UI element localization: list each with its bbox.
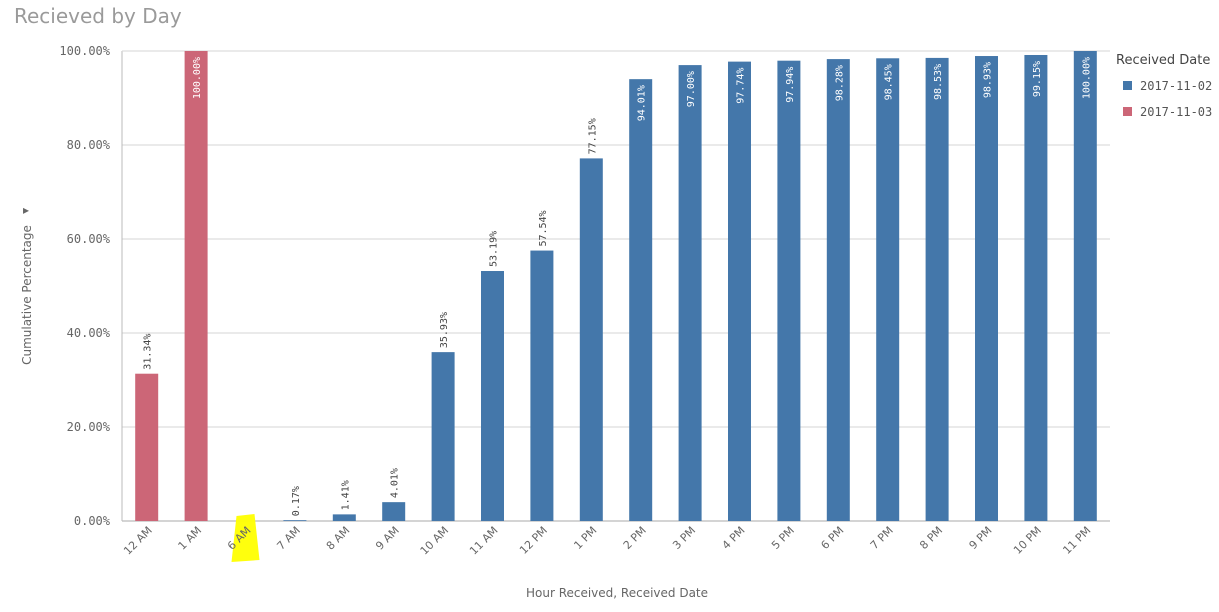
bar[interactable] (975, 56, 998, 522)
x-tick-label: 7 AM (274, 524, 303, 553)
axis-titles: Cumulative Percentage ▸ Hour Received, R… (20, 203, 708, 600)
legend-swatch (1123, 81, 1132, 90)
y-axis-ticks: 0.00% 20.00% 40.00% 60.00% 80.00% 100.00% (59, 44, 110, 528)
data-label: 0.17% (291, 486, 302, 516)
data-label: 98.45% (884, 64, 895, 100)
y-axis-sort-arrow-icon[interactable]: ▸ (23, 203, 29, 217)
highlight-marker (231, 514, 260, 562)
bar[interactable] (728, 61, 751, 521)
data-label: 97.94% (785, 67, 796, 103)
legend[interactable]: Received Date 2017-11-02 2017-11-03 (1116, 53, 1212, 119)
y-tick-label: 100.00% (59, 44, 110, 58)
data-label: 4.01% (390, 468, 401, 498)
x-tick-label: 11 AM (467, 524, 501, 558)
x-tick-label: 1 AM (176, 524, 205, 553)
bar[interactable] (135, 373, 159, 521)
bar[interactable] (431, 352, 455, 521)
gridlines (121, 50, 1110, 522)
data-label: 94.01% (637, 85, 648, 121)
legend-item-label[interactable]: 2017-11-02 (1140, 79, 1212, 93)
x-tick-label: 7 PM (868, 524, 896, 552)
bar[interactable] (826, 59, 850, 522)
x-tick-label: 9 AM (373, 524, 402, 553)
data-label: 97.00% (686, 71, 697, 107)
x-tick-label: 3 PM (670, 524, 698, 552)
bar[interactable] (1024, 54, 1048, 522)
y-tick-label: 20.00% (67, 420, 111, 434)
bars (135, 51, 1097, 522)
bar[interactable] (382, 502, 406, 521)
bar[interactable] (777, 60, 801, 521)
x-tick-label: 12 AM (121, 524, 155, 558)
y-tick-label: 80.00% (67, 138, 111, 152)
x-tick-label: 10 PM (1011, 524, 1044, 557)
y-tick-label: 60.00% (67, 232, 111, 246)
x-tick-label: 4 PM (720, 524, 748, 552)
data-label: 98.93% (983, 62, 994, 98)
data-label: 1.41% (340, 480, 351, 510)
x-tick-label: 9 PM (967, 524, 995, 552)
bar[interactable] (579, 158, 603, 521)
x-axis-ticks: 12 AM 1 AM 6 AM 7 AM 8 AM 9 AM 10 AM 11 AM 12 PM… (121, 524, 1093, 558)
legend-title: Received Date (1116, 53, 1210, 68)
x-tick-label: 10 AM (418, 524, 452, 558)
bar[interactable] (184, 51, 208, 521)
x-tick-label: 8 PM (917, 524, 945, 552)
data-label: 100.00% (1081, 57, 1092, 99)
bar[interactable] (481, 271, 504, 521)
x-tick-label: 2 PM (621, 524, 649, 552)
x-tick-label: 5 PM (769, 524, 797, 552)
x-tick-label: 11 PM (1060, 524, 1093, 557)
bar[interactable] (925, 57, 949, 522)
x-tick-label: 6 PM (818, 524, 846, 552)
bar[interactable] (678, 65, 702, 521)
x-tick-label: 8 AM (324, 524, 353, 553)
data-label: 99.15% (1032, 61, 1043, 97)
bar[interactable] (1073, 51, 1097, 521)
bar[interactable] (530, 250, 554, 521)
data-label: 98.28% (834, 65, 845, 101)
data-label: 100.00% (192, 57, 203, 99)
y-tick-label: 0.00% (74, 514, 111, 528)
x-axis-title: Hour Received, Received Date (526, 586, 708, 600)
bar[interactable] (332, 514, 356, 521)
y-tick-label: 40.00% (67, 326, 111, 340)
bar[interactable] (876, 58, 900, 521)
chart-title: Recieved by Day (14, 4, 182, 28)
x-tick-label: 12 PM (517, 524, 550, 557)
data-label: 98.53% (933, 64, 944, 100)
y-axis-title: Cumulative Percentage (20, 225, 34, 365)
bar-labels: 0.17% 1.41% 4.01% 35.93% 53.19% 57.54% 77.15% 9… (143, 57, 1093, 516)
highlight-scribble (231, 514, 260, 562)
bar[interactable] (629, 79, 653, 521)
data-label: 35.93% (439, 312, 450, 348)
legend-swatch (1123, 107, 1132, 116)
data-label: 57.54% (538, 210, 549, 246)
legend-item-label[interactable]: 2017-11-03 (1140, 105, 1212, 119)
data-label: 97.74% (736, 68, 747, 104)
data-label: 53.19% (489, 231, 500, 267)
data-label: 31.34% (143, 334, 154, 370)
data-label: 77.15% (587, 118, 598, 154)
x-tick-label: 1 PM (571, 524, 599, 552)
bar[interactable] (283, 520, 307, 521)
